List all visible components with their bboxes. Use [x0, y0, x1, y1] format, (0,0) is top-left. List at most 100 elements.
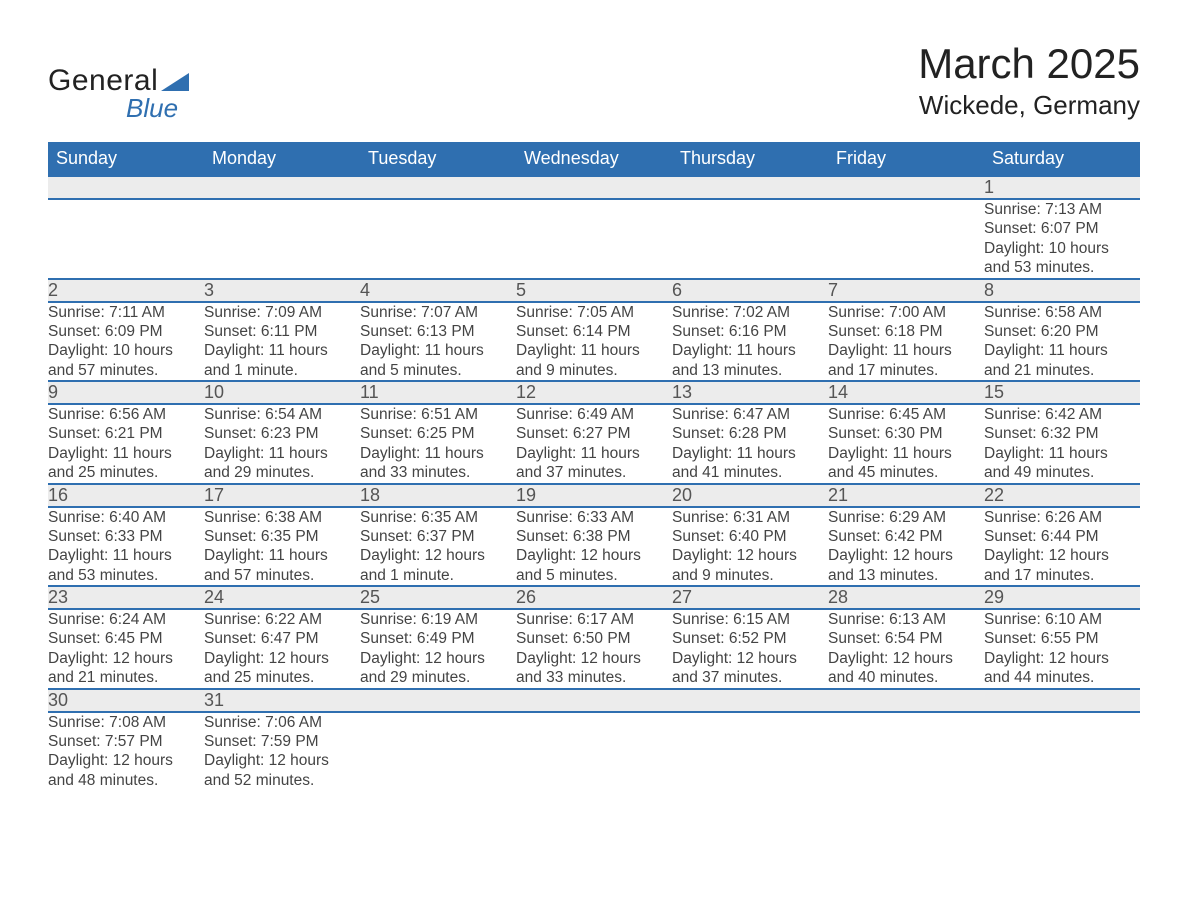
day-detail-cell [516, 712, 672, 791]
day-d1: Daylight: 11 hours [984, 444, 1140, 463]
day-detail-cell: Sunrise: 7:08 AMSunset: 7:57 PMDaylight:… [48, 712, 204, 791]
day-d1: Daylight: 11 hours [828, 444, 984, 463]
day-sr: Sunrise: 6:40 AM [48, 508, 204, 527]
day-number-cell [672, 689, 828, 712]
day-ss: Sunset: 6:23 PM [204, 424, 360, 443]
day-d2: and 17 minutes. [828, 361, 984, 380]
day-sr: Sunrise: 7:07 AM [360, 303, 516, 322]
day-number-cell: 5 [516, 279, 672, 302]
day-ss: Sunset: 6:49 PM [360, 629, 516, 648]
day-sr: Sunrise: 7:02 AM [672, 303, 828, 322]
day-header: Friday [828, 142, 984, 176]
day-ss: Sunset: 6:20 PM [984, 322, 1140, 341]
day-d2: and 48 minutes. [48, 771, 204, 790]
day-number-cell: 9 [48, 381, 204, 404]
day-detail-cell: Sunrise: 6:58 AMSunset: 6:20 PMDaylight:… [984, 302, 1140, 382]
day-number-cell [360, 689, 516, 712]
day-d1: Daylight: 11 hours [48, 444, 204, 463]
day-ss: Sunset: 6:11 PM [204, 322, 360, 341]
day-sr: Sunrise: 6:47 AM [672, 405, 828, 424]
day-ss: Sunset: 6:47 PM [204, 629, 360, 648]
day-d2: and 33 minutes. [516, 668, 672, 687]
day-d1: Daylight: 12 hours [984, 649, 1140, 668]
day-number-cell [516, 176, 672, 199]
day-sr: Sunrise: 6:51 AM [360, 405, 516, 424]
day-d2: and 1 minute. [360, 566, 516, 585]
day-d1: Daylight: 11 hours [516, 341, 672, 360]
day-sr: Sunrise: 7:08 AM [48, 713, 204, 732]
day-d2: and 17 minutes. [984, 566, 1140, 585]
day-sr: Sunrise: 6:26 AM [984, 508, 1140, 527]
day-d1: Daylight: 12 hours [204, 751, 360, 770]
day-ss: Sunset: 6:13 PM [360, 322, 516, 341]
day-sr: Sunrise: 6:35 AM [360, 508, 516, 527]
day-detail-cell: Sunrise: 7:02 AMSunset: 6:16 PMDaylight:… [672, 302, 828, 382]
day-number-cell [516, 689, 672, 712]
day-d2: and 13 minutes. [828, 566, 984, 585]
day-header-row: SundayMondayTuesdayWednesdayThursdayFrid… [48, 142, 1140, 176]
day-ss: Sunset: 6:33 PM [48, 527, 204, 546]
day-ss: Sunset: 7:57 PM [48, 732, 204, 751]
day-ss: Sunset: 6:35 PM [204, 527, 360, 546]
day-d1: Daylight: 11 hours [204, 341, 360, 360]
day-ss: Sunset: 6:54 PM [828, 629, 984, 648]
week-daynum-row: 9101112131415 [48, 381, 1140, 404]
day-d1: Daylight: 11 hours [204, 444, 360, 463]
logo-text-1: General [48, 64, 158, 97]
day-detail-cell: Sunrise: 6:19 AMSunset: 6:49 PMDaylight:… [360, 609, 516, 689]
day-sr: Sunrise: 6:45 AM [828, 405, 984, 424]
day-ss: Sunset: 6:50 PM [516, 629, 672, 648]
day-ss: Sunset: 6:07 PM [984, 219, 1140, 238]
week-daynum-row: 3031 [48, 689, 1140, 712]
day-sr: Sunrise: 6:19 AM [360, 610, 516, 629]
day-d2: and 49 minutes. [984, 463, 1140, 482]
day-d2: and 57 minutes. [204, 566, 360, 585]
day-header: Saturday [984, 142, 1140, 176]
week-detail-row: Sunrise: 6:40 AMSunset: 6:33 PM Daylight:… [48, 507, 1140, 587]
week-daynum-row: 2345678 [48, 279, 1140, 302]
day-detail-cell: Sunrise: 6:24 AMSunset: 6:45 PMDaylight:… [48, 609, 204, 689]
day-detail-cell: Sunrise: 7:00 AMSunset: 6:18 PMDaylight:… [828, 302, 984, 382]
day-number-cell: 23 [48, 586, 204, 609]
month-title: March 2025 [918, 40, 1140, 88]
day-d2: and 9 minutes. [516, 361, 672, 380]
day-d2: and 37 minutes. [672, 668, 828, 687]
day-detail-cell: Sunrise: 7:13 AMSunset: 6:07 PMDaylight:… [984, 199, 1140, 279]
logo: General Blue [48, 64, 189, 124]
day-sr: Sunrise: 6:33 AM [516, 508, 672, 527]
day-number-cell: 28 [828, 586, 984, 609]
calendar-table: SundayMondayTuesdayWednesdayThursdayFrid… [48, 142, 1140, 790]
day-d2: and 40 minutes. [828, 668, 984, 687]
day-sr: Sunrise: 7:05 AM [516, 303, 672, 322]
title-block: March 2025 Wickede, Germany [918, 40, 1140, 121]
day-d1: Daylight: 12 hours [48, 649, 204, 668]
day-ss: Sunset: 6:44 PM [984, 527, 1140, 546]
day-detail-cell: Sunrise: 6:42 AMSunset: 6:32 PMDaylight:… [984, 404, 1140, 484]
day-number-cell: 31 [204, 689, 360, 712]
day-ss: Sunset: 6:16 PM [672, 322, 828, 341]
day-detail-cell: Sunrise: 6:51 AMSunset: 6:25 PMDaylight:… [360, 404, 516, 484]
day-d1: Daylight: 12 hours [984, 546, 1140, 565]
day-number-cell [828, 689, 984, 712]
week-daynum-row: 16171819202122 [48, 484, 1140, 507]
week-daynum-row: 23242526272829 [48, 586, 1140, 609]
day-sr: Sunrise: 6:29 AM [828, 508, 984, 527]
day-d2: and 25 minutes. [204, 668, 360, 687]
day-sr: Sunrise: 6:56 AM [48, 405, 204, 424]
day-d1: Daylight: 11 hours [360, 444, 516, 463]
day-number-cell: 12 [516, 381, 672, 404]
day-d2: and 29 minutes. [360, 668, 516, 687]
location-subtitle: Wickede, Germany [918, 90, 1140, 121]
day-ss: Sunset: 6:25 PM [360, 424, 516, 443]
day-ss: Sunset: 6:30 PM [828, 424, 984, 443]
day-d1: Daylight: 11 hours [828, 341, 984, 360]
day-detail-cell [204, 199, 360, 279]
day-ss: Sunset: 6:09 PM [48, 322, 204, 341]
day-number-cell: 14 [828, 381, 984, 404]
day-detail-cell: Sunrise: 7:05 AMSunset: 6:14 PMDaylight:… [516, 302, 672, 382]
week-daynum-row: 1 [48, 176, 1140, 199]
day-ss: Sunset: 6:27 PM [516, 424, 672, 443]
day-ss: Sunset: 6:42 PM [828, 527, 984, 546]
day-number-cell: 30 [48, 689, 204, 712]
day-detail-cell: Sunrise: 6:31 AMSunset: 6:40 PMDaylight:… [672, 507, 828, 587]
